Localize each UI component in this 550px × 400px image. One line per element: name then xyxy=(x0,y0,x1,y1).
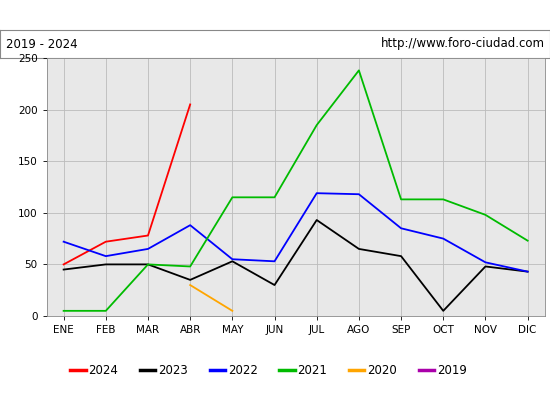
Text: 2019 - 2024: 2019 - 2024 xyxy=(6,38,77,50)
Text: http://www.foro-ciudad.com: http://www.foro-ciudad.com xyxy=(381,38,544,50)
Text: 2020: 2020 xyxy=(367,364,397,376)
Text: 2023: 2023 xyxy=(158,364,188,376)
Text: 2019: 2019 xyxy=(437,364,466,376)
Text: 2022: 2022 xyxy=(228,364,257,376)
Text: Evolucion Nº Turistas Nacionales en el municipio de Medrano: Evolucion Nº Turistas Nacionales en el m… xyxy=(36,8,514,22)
Text: 2021: 2021 xyxy=(298,364,327,376)
Text: 2024: 2024 xyxy=(89,364,118,376)
